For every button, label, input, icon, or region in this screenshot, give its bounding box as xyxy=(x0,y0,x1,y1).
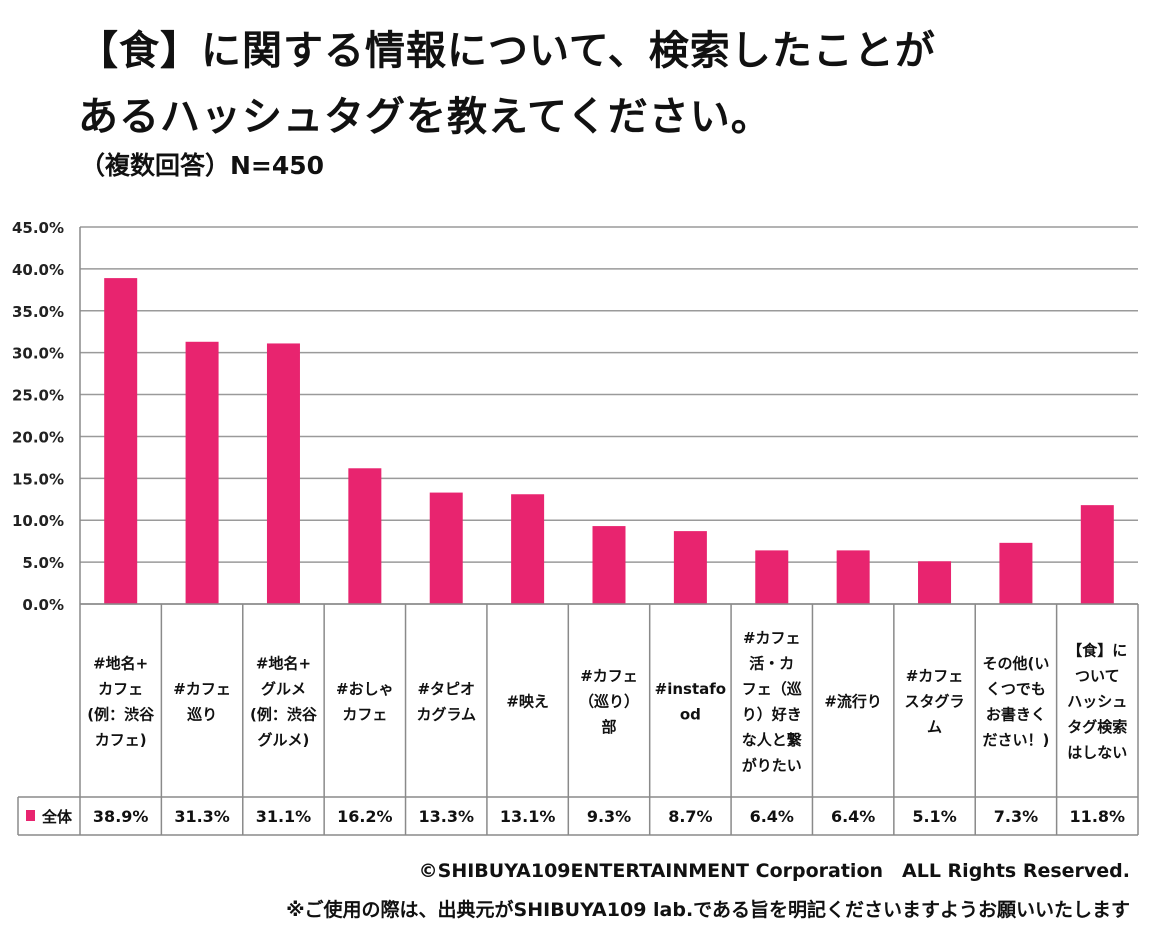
data-label: 6.4% xyxy=(750,807,794,826)
bar xyxy=(429,492,463,604)
data-label: 13.3% xyxy=(418,807,474,826)
category-label: #地名+ xyxy=(93,654,148,672)
y-tick-label: 20.0% xyxy=(12,428,64,446)
category-label: #カフェ xyxy=(173,680,231,698)
category-label: ついて xyxy=(1075,667,1120,685)
y-tick-label: 0.0% xyxy=(22,596,64,614)
category-label: (例：渋谷 xyxy=(250,705,318,723)
category-label: はしない xyxy=(1067,744,1127,762)
data-label: 5.1% xyxy=(912,807,956,826)
category-label: タグ検索 xyxy=(1067,718,1127,736)
category-label: #おしゃ xyxy=(336,680,394,698)
bar xyxy=(918,561,952,604)
category-label: #地名+ xyxy=(256,654,311,672)
bar xyxy=(104,278,138,604)
category-label: グルメ) xyxy=(258,731,310,749)
copyright-text: ©SHIBUYA109ENTERTAINMENT Corporation ALL… xyxy=(418,860,1130,882)
bar xyxy=(266,343,300,604)
category-label: カフェ xyxy=(342,705,387,723)
bar xyxy=(755,550,789,604)
category-label: #映え xyxy=(506,693,549,711)
category-label: カフェ xyxy=(98,680,143,698)
category-label: スタグラ xyxy=(905,693,965,711)
y-tick-label: 25.0% xyxy=(12,387,64,405)
data-label: 7.3% xyxy=(994,807,1038,826)
bar xyxy=(592,526,626,604)
data-label: 8.7% xyxy=(668,807,712,826)
bar xyxy=(836,550,870,604)
category-label: その他(い xyxy=(982,654,1049,672)
chart-title-line1: 【食】に関する情報について、検索したことが xyxy=(78,28,936,74)
y-tick-label: 45.0% xyxy=(12,219,64,237)
bar xyxy=(511,494,545,604)
category-label: （巡り） xyxy=(579,693,639,711)
category-label: ム xyxy=(927,718,942,736)
category-label: #instafo xyxy=(655,680,726,698)
data-label: 6.4% xyxy=(831,807,875,826)
category-label: (例：渋谷 xyxy=(87,705,155,723)
chart-title-line2: あるハッシュタグを教えてください。 xyxy=(78,94,772,140)
category-label: な人と繋 xyxy=(742,731,803,749)
data-label: 13.1% xyxy=(500,807,556,826)
category-label: #カフェ xyxy=(906,667,964,685)
category-label: くつでも xyxy=(986,680,1046,698)
category-label: ハッシュ xyxy=(1067,693,1127,711)
category-label: 部 xyxy=(601,718,616,736)
chart-subtitle: （複数回答）N=450 xyxy=(80,151,325,180)
bar xyxy=(1080,505,1114,604)
bar xyxy=(348,468,382,604)
usage-note: ※ご使用の際は、出典元がSHIBUYA109 lab.である旨を明記くださいます… xyxy=(286,899,1130,921)
category-label: od xyxy=(680,705,701,723)
category-label: #カフェ xyxy=(743,629,801,647)
category-label: 活・カ xyxy=(749,654,794,672)
category-label: フェ（巡 xyxy=(742,680,802,698)
data-label: 38.9% xyxy=(93,807,149,826)
category-label: り）好き xyxy=(742,705,802,723)
category-label: グルメ xyxy=(261,680,306,698)
category-label: カフェ) xyxy=(95,731,147,749)
bar xyxy=(999,542,1033,604)
data-label: 31.3% xyxy=(174,807,230,826)
category-label: お書きく xyxy=(986,705,1046,723)
category-label: #流行り xyxy=(824,693,882,711)
category-label: 巡り xyxy=(187,705,217,723)
y-tick-label: 40.0% xyxy=(12,261,64,279)
category-label: 【食】に xyxy=(1067,642,1127,660)
y-tick-label: 5.0% xyxy=(22,554,64,572)
legend-label: 全体 xyxy=(41,808,73,826)
data-label: 31.1% xyxy=(256,807,312,826)
y-tick-label: 35.0% xyxy=(12,303,64,321)
category-label: ださい！) xyxy=(982,731,1049,749)
y-tick-label: 30.0% xyxy=(12,345,64,363)
bar xyxy=(673,531,707,604)
category-label: カグラム xyxy=(416,705,476,723)
data-label: 9.3% xyxy=(587,807,631,826)
category-label: #カフェ xyxy=(580,667,638,685)
data-label: 16.2% xyxy=(337,807,393,826)
data-label: 11.8% xyxy=(1070,807,1126,826)
category-label: #タピオ xyxy=(417,680,475,698)
y-tick-label: 10.0% xyxy=(12,512,64,530)
category-label: がりたい xyxy=(742,756,802,774)
y-tick-label: 15.0% xyxy=(12,470,64,488)
bar xyxy=(185,341,219,604)
legend-swatch xyxy=(26,810,35,821)
